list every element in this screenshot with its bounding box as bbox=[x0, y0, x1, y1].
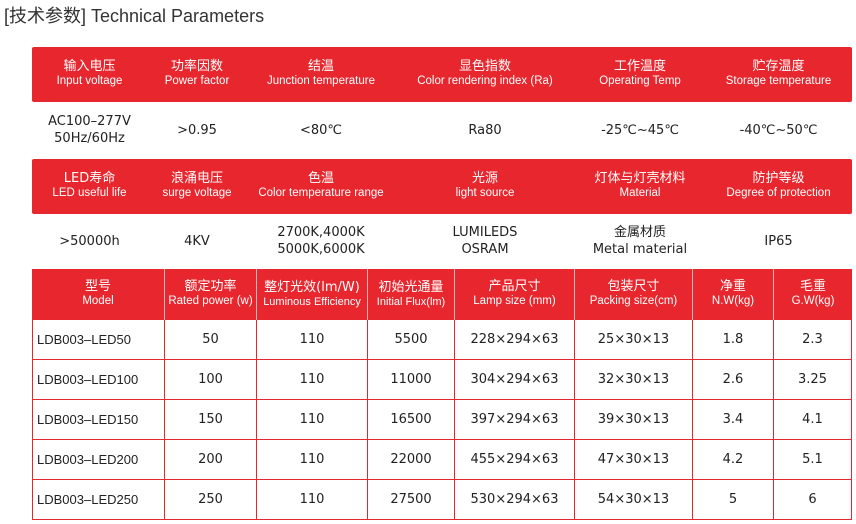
spec-value-row-1: AC100–277V 50Hz/60Hz >0.95 <80℃ Ra80 -25℃… bbox=[32, 104, 852, 158]
value-color-rendering: Ra80 bbox=[468, 122, 502, 138]
value-color-temperature: 2700K,4000K 5000K,6000K bbox=[277, 225, 365, 257]
cell-packing-size: 47×30×13 bbox=[575, 440, 693, 479]
value-degree-of-protection: IP65 bbox=[764, 233, 793, 249]
cell-initial-flux: 16500 bbox=[368, 400, 455, 439]
col-initial-flux: 初始光通量 Initial Flux(lm) bbox=[368, 269, 455, 320]
table-row: LDB003–LED200 200 110 22000 455×294×63 4… bbox=[32, 440, 852, 480]
value-operating-temp: -25℃~45℃ bbox=[601, 122, 679, 138]
cell-luminous-efficiency: 110 bbox=[257, 360, 368, 399]
value-material: 金属材质 Metal material bbox=[592, 225, 688, 257]
table-row: LDB003–LED50 50 110 5500 228×294×63 25×3… bbox=[32, 320, 852, 360]
cell-luminous-efficiency: 110 bbox=[257, 400, 368, 439]
value-surge-voltage: 4KV bbox=[184, 233, 210, 249]
col-model: 型号 Model bbox=[32, 269, 165, 320]
page-title: [技术参数] Technical Parameters bbox=[4, 6, 265, 26]
cell-model: LDB003–LED200 bbox=[32, 440, 165, 479]
cell-rated-power: 250 bbox=[165, 480, 257, 519]
cell-packing-size: 25×30×13 bbox=[575, 320, 693, 359]
value-light-source: LUMILEDS OSRAM bbox=[452, 225, 518, 257]
value-storage-temperature: -40℃~50℃ bbox=[739, 122, 818, 138]
spec-header-row-1: 输入电压 Input voltage 功率因数 Power factor 结温 Jun… bbox=[32, 47, 852, 102]
model-table: 型号 Model 额定功率 Rated power (w) 整灯光效(lm/W) Lu… bbox=[32, 269, 852, 520]
cell-lamp-size: 304×294×63 bbox=[455, 360, 575, 399]
spec-header-band-2 bbox=[32, 159, 852, 214]
col-net-weight: 净重 N.W(kg) bbox=[693, 269, 774, 320]
header-color-rendering: 显色指数 Color rendering index (Ra) bbox=[417, 59, 553, 88]
cell-lamp-size: 397×294×63 bbox=[455, 400, 575, 439]
cell-luminous-efficiency: 110 bbox=[257, 480, 368, 519]
col-luminous-efficiency: 整灯光效(lm/W) Luminous Efficiency bbox=[257, 269, 368, 320]
cell-gross-weight: 5.1 bbox=[774, 440, 852, 479]
header-degree-of-protection: 防护等级 Degree of protection bbox=[726, 171, 831, 200]
header-surge-voltage: 浪涌电压 surge voltage bbox=[162, 171, 232, 200]
model-table-header: 型号 Model 额定功率 Rated power (w) 整灯光效(lm/W) Lu… bbox=[32, 269, 852, 320]
header-color-temperature: 色温 Color temperature range bbox=[258, 171, 384, 200]
col-gross-weight: 毛重 G.W(kg) bbox=[791, 279, 835, 308]
cell-rated-power: 200 bbox=[165, 440, 257, 479]
table-row: LDB003–LED250 250 110 27500 530×294×63 5… bbox=[32, 480, 852, 520]
cell-initial-flux: 11000 bbox=[368, 360, 455, 399]
col-packing-size: 包装尺寸 Packing size(cm) bbox=[575, 269, 693, 320]
cell-gross-weight: 2.3 bbox=[774, 320, 852, 359]
cell-packing-size: 32×30×13 bbox=[575, 360, 693, 399]
cell-packing-size: 54×30×13 bbox=[575, 480, 693, 519]
header-storage-temperature: 贮存温度 Storage temperature bbox=[725, 59, 832, 88]
cell-rated-power: 100 bbox=[165, 360, 257, 399]
header-material: 灯体与灯壳材料 Material bbox=[594, 171, 686, 200]
cell-rated-power: 50 bbox=[165, 320, 257, 359]
cell-initial-flux: 5500 bbox=[368, 320, 455, 359]
header-led-life: LED寿命 LED useful life bbox=[52, 171, 127, 200]
header-junction-temperature: 结温 Junction temperature bbox=[266, 59, 376, 88]
cell-gross-weight: 4.1 bbox=[774, 400, 852, 439]
cell-initial-flux: 22000 bbox=[368, 440, 455, 479]
table-row: LDB003–LED100 100 110 11000 304×294×63 3… bbox=[32, 360, 852, 400]
header-power-factor: 功率因数 Power factor bbox=[164, 59, 230, 88]
cell-gross-weight: 3.25 bbox=[774, 360, 852, 399]
cell-lamp-size: 455×294×63 bbox=[455, 440, 575, 479]
cell-net-weight: 4.2 bbox=[693, 440, 774, 479]
cell-luminous-efficiency: 110 bbox=[257, 320, 368, 359]
cell-gross-weight: 6 bbox=[774, 480, 852, 519]
cell-net-weight: 1.8 bbox=[693, 320, 774, 359]
cell-model: LDB003–LED250 bbox=[32, 480, 165, 519]
model-table-body: LDB003–LED50 50 110 5500 228×294×63 25×3… bbox=[32, 320, 852, 520]
cell-rated-power: 150 bbox=[165, 400, 257, 439]
header-light-source: 光源 light source bbox=[455, 171, 515, 200]
cell-luminous-efficiency: 110 bbox=[257, 440, 368, 479]
value-junction-temperature: <80℃ bbox=[299, 122, 343, 138]
cell-model: LDB003–LED50 bbox=[32, 320, 165, 359]
value-input-voltage: AC100–277V 50Hz/60Hz bbox=[48, 114, 131, 146]
col-lamp-size: 产品尺寸 Lamp size (mm) bbox=[455, 269, 575, 320]
cell-initial-flux: 27500 bbox=[368, 480, 455, 519]
spec-header-row-2: LED寿命 LED useful life 浪涌电压 surge voltage 色… bbox=[32, 159, 852, 214]
spec-value-row-2: >50000h 4KV 2700K,4000K 5000K,6000K LUMIL… bbox=[32, 216, 852, 268]
cell-net-weight: 3.4 bbox=[693, 400, 774, 439]
cell-net-weight: 5 bbox=[693, 480, 774, 519]
cell-lamp-size: 228×294×63 bbox=[455, 320, 575, 359]
value-power-factor: >0.95 bbox=[177, 122, 217, 138]
cell-model: LDB003–LED100 bbox=[32, 360, 165, 399]
cell-net-weight: 2.6 bbox=[693, 360, 774, 399]
cell-model: LDB003–LED150 bbox=[32, 400, 165, 439]
spec-header-band-1 bbox=[32, 47, 852, 102]
header-input-voltage: 输入电压 Input voltage bbox=[56, 59, 123, 88]
header-operating-temp: 工作温度 Operating Temp bbox=[599, 59, 681, 88]
col-rated-power: 额定功率 Rated power (w) bbox=[165, 269, 257, 320]
value-led-life: >50000h bbox=[59, 233, 120, 249]
cell-lamp-size: 530×294×63 bbox=[455, 480, 575, 519]
table-row: LDB003–LED150 150 110 16500 397×294×63 3… bbox=[32, 400, 852, 440]
cell-packing-size: 39×30×13 bbox=[575, 400, 693, 439]
